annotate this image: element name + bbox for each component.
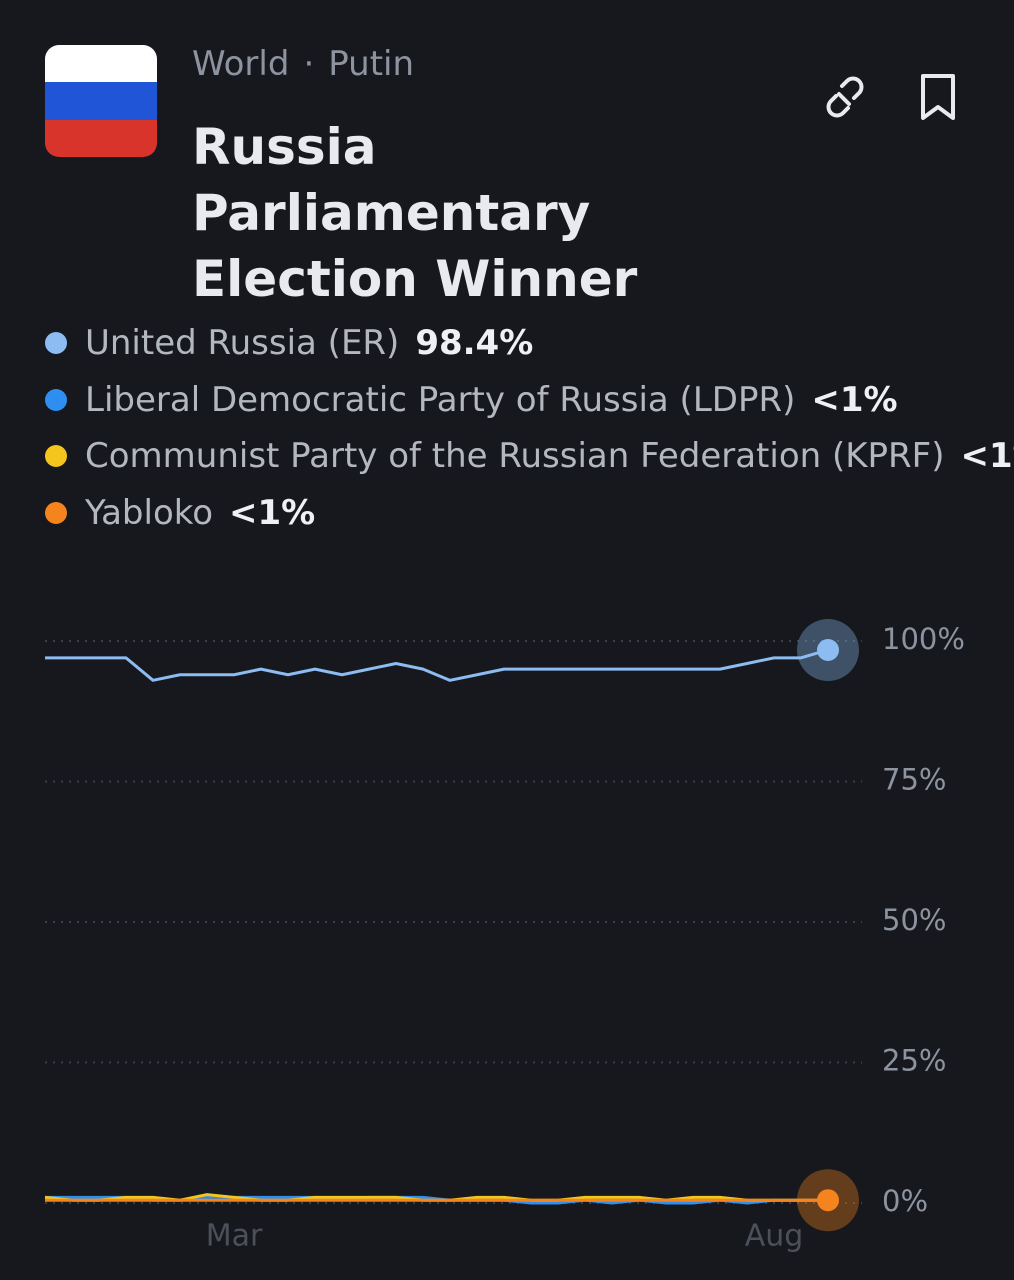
legend-entry: Liberal Democratic Party of Russia (LDPR…: [45, 372, 898, 428]
series-line: [45, 648, 829, 682]
y-tick-label: 75%: [882, 763, 946, 797]
chart: 0% 25% 50% 75% 100% Mar Aug: [44, 618, 965, 1254]
legend-dot: [45, 501, 67, 524]
y-tick-label: 50%: [882, 903, 946, 937]
breadcrumb-link[interactable]: World: [192, 44, 290, 84]
legend-entry: Communist Party of the Russian Federatio…: [45, 428, 1014, 484]
x-tick-label: Aug: [745, 1219, 804, 1254]
x-tick-label: Mar: [206, 1219, 263, 1254]
legend-name: Liberal Democratic Party of Russia (LDPR…: [85, 379, 796, 420]
y-tick-label: 25%: [882, 1044, 946, 1078]
legend-dot: [45, 445, 67, 467]
legend-dot: [45, 388, 67, 411]
legend-value: 98.4%: [415, 323, 534, 363]
legend-dot: [45, 332, 67, 354]
legend-value: <1%: [229, 492, 316, 533]
legend-name: United Russia (ER): [85, 323, 400, 363]
breadcrumb: World · Putin: [192, 44, 415, 84]
end-dot: [817, 1189, 839, 1212]
market-title: Russia Parliamentary Election Winner: [192, 118, 638, 308]
legend-name: Communist Party of the Russian Federatio…: [85, 436, 945, 476]
legend-value: <1%: [811, 379, 898, 420]
link-icon[interactable]: [820, 72, 870, 122]
legend-entry: United Russia (ER) 98.4%: [45, 315, 533, 371]
y-tick-label: 100%: [882, 622, 965, 656]
bookmark-icon[interactable]: [915, 72, 961, 122]
legend-name: Yabloko: [85, 492, 214, 533]
legend-value: <1%: [960, 436, 1014, 476]
flag: [45, 45, 157, 157]
breadcrumb-link[interactable]: Putin: [328, 44, 415, 84]
y-tick-label: 0%: [882, 1184, 928, 1218]
end-dot: [817, 638, 839, 661]
legend-entry: Yabloko <1%: [45, 485, 315, 541]
